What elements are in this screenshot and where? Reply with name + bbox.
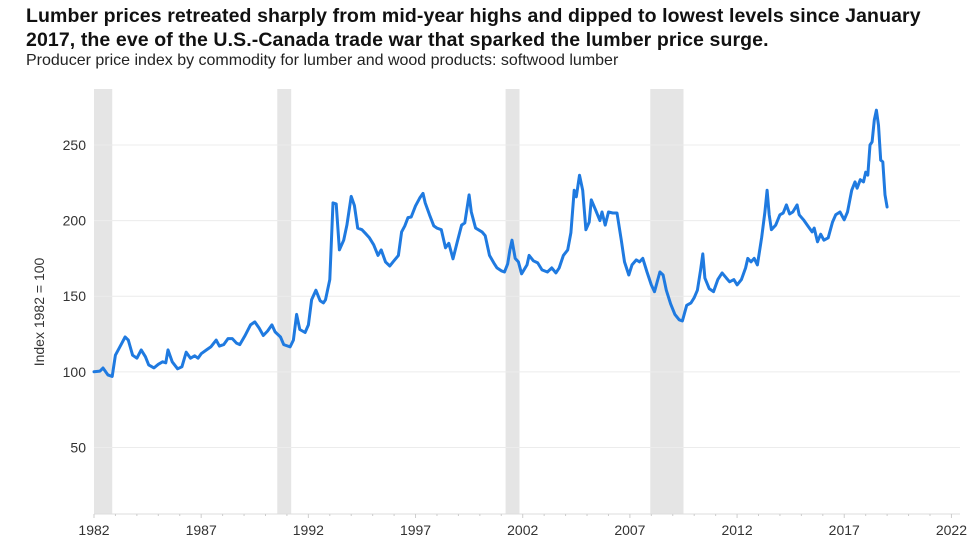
recession-band bbox=[94, 89, 113, 514]
x-tick-label: 2017 bbox=[829, 522, 860, 538]
chart-subtitle: Producer price index by commodity for lu… bbox=[26, 52, 619, 69]
chart-title: Lumber prices retreated sharply from mid… bbox=[26, 5, 921, 51]
y-axis-ticks: 50 100 150 200 250 bbox=[63, 137, 87, 455]
x-tick-label: 1997 bbox=[400, 522, 431, 538]
recession-bands bbox=[94, 89, 684, 514]
y-tick-label: 50 bbox=[70, 439, 86, 455]
series-layer bbox=[92, 108, 889, 378]
series-line bbox=[92, 108, 889, 378]
y-axis-label: Index 1982 = 100 bbox=[31, 257, 47, 366]
y-tick-label: 150 bbox=[63, 288, 87, 304]
x-tick-label: 1992 bbox=[293, 522, 324, 538]
x-tick-label: 1982 bbox=[78, 522, 109, 538]
y-tick-label: 250 bbox=[63, 137, 87, 153]
gridlines bbox=[94, 144, 960, 448]
x-tick-label: 2002 bbox=[507, 522, 538, 538]
recession-band bbox=[650, 89, 684, 514]
x-tick-label: 2012 bbox=[721, 522, 752, 538]
y-tick-label: 100 bbox=[63, 364, 87, 380]
y-tick-label: 200 bbox=[63, 213, 87, 229]
x-axis-ticks: 1982 1987 1992 1997 2002 2007 2012 2017 2022 bbox=[78, 513, 967, 538]
recession-band bbox=[277, 89, 292, 514]
x-tick-label: 2022 bbox=[936, 522, 967, 538]
recession-band bbox=[505, 89, 520, 514]
x-tick-label: 1987 bbox=[186, 522, 217, 538]
x-tick-label: 2007 bbox=[614, 522, 645, 538]
